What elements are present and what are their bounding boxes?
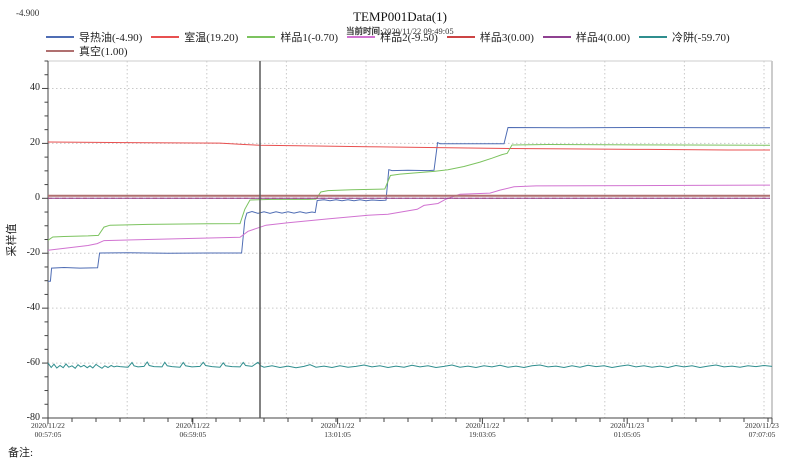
remark-label: 备注: [8,447,34,459]
x-tick-date: 2020/11/22 [31,421,65,430]
legend-swatch-shiwen [151,35,180,38]
current-time-caption: 当前时间:2020/11/22 09:49:05 [346,25,454,37]
series-line-lengjing [47,361,773,370]
y-tick-label: 40 [30,82,40,94]
y-tick-label: -60 [26,357,40,369]
x-tick-date: 2020/11/22 [175,421,210,430]
legend-swatch-yangpin4 [542,35,571,38]
legend-label-yangpin2: 样品2(-9.50) [380,31,438,44]
legend-swatch-lengjing [638,35,667,38]
legend-label-yangpin3: 样品3(0.00) [479,31,534,44]
x-tick-label: 2020/11/22 19:03:05 [447,421,517,439]
x-tick-date: 2020/11/23 [610,421,645,430]
x-tick-time: 13:01:05 [324,429,351,439]
legend-swatch-yangpin3 [446,35,475,38]
x-tick-date: 2020/11/22 [320,421,355,430]
current-time-value: 2020/11/22 09:49:05 [382,26,454,36]
y-tick-label: -20 [26,247,40,259]
series-line-daoreyou [48,126,770,282]
legend-label-yangpin4: 样品4(0.00) [575,31,630,44]
x-tick-label: 2020/11/23 07:07:05 [727,421,797,439]
series-line-yangpin1 [47,143,771,241]
legend-label-daoreyou: 导热油(-4.90) [79,31,143,44]
legend-swatch-yangpin2 [347,35,376,38]
x-tick-time: 00:57:05 [34,429,62,439]
x-tick-date: 2020/11/22 [465,421,500,430]
y-tick-label: -40 [26,302,40,314]
x-tick-time: 19:03:05 [469,429,496,439]
legend-item-lengjing: 冷阱(-59.70) [638,30,730,44]
legend-swatch-zhenkong [46,49,74,52]
legend-label-zhenkong: 真空(1.00) [79,45,128,58]
x-tick-label: 2020/11/22 13:01:05 [303,421,373,439]
x-tick-label: 2020/11/23 01:05:05 [592,421,662,439]
legend-item-yangpin2: 样品2(-9.50) [347,30,438,44]
x-tick-label: 2020/11/22 06:59:05 [158,421,228,439]
legend: 导热油(-4.90) 室温(19.20) 样品1(-0.70) 样品2(-9.50) 样… [46,30,776,58]
current-time-label: 当前时间: [346,26,383,36]
legend-item-yangpin1: 样品1(-0.70) [247,30,339,44]
legend-label-lengjing: 冷阱(-59.70) [671,31,730,44]
series-line-yangpin2 [47,184,771,251]
legend-item-yangpin4: 样品4(0.00) [542,30,630,44]
chart-title: TEMP001Data(1) [353,9,447,24]
legend-item-zhenkong: 真空(1.00) [46,44,128,58]
legend-label-shiwen: 室温(19.20) [184,31,239,44]
x-tick-label: 2020/11/22 00:57:05 [13,421,83,439]
legend-swatch-daoreyou [46,35,74,38]
series-line-shiwen [47,141,770,151]
legend-swatch-yangpin1 [247,35,276,38]
legend-item-yangpin3: 样品3(0.00) [446,30,534,44]
y-tick-label: -80 [26,412,40,423]
y-tick-label: 20 [30,137,40,149]
cursor-value-readout: -4.900 [16,8,40,18]
x-tick-date: 2020/11/23 [745,421,779,430]
legend-label-yangpin1: 样品1(-0.70) [280,31,339,44]
x-tick-time: 01:05:05 [613,429,641,439]
legend-item-daoreyou: 导热油(-4.90) [46,30,143,44]
legend-item-shiwen: 室温(19.20) [151,30,239,44]
x-tick-time: 06:59:05 [179,429,207,439]
x-tick-time: 07:07:05 [748,429,776,439]
y-tick-label: 0 [35,192,40,204]
